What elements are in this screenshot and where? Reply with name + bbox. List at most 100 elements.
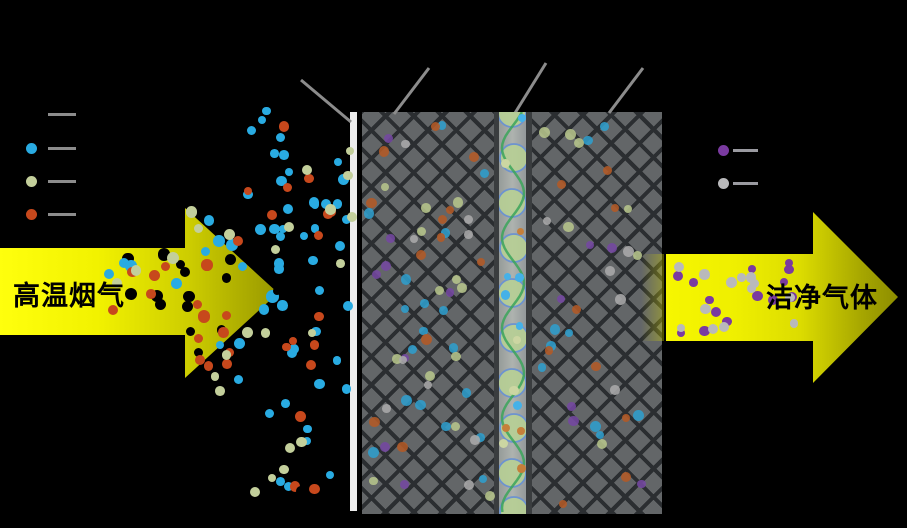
cloud-lower bbox=[289, 343, 300, 354]
cloud-upper bbox=[296, 145, 307, 156]
cloud-upper bbox=[243, 189, 253, 200]
cloud-upper bbox=[282, 204, 294, 215]
purple-particle-legend-dot bbox=[717, 144, 729, 156]
cloud-upper bbox=[273, 258, 285, 269]
cloud-lower bbox=[309, 483, 320, 495]
inlet-arrow-dots-head bbox=[268, 223, 280, 235]
cloud-lower bbox=[309, 340, 320, 350]
filter-wall-left bbox=[362, 112, 494, 514]
cloud-upper bbox=[335, 240, 346, 251]
cloud-upper bbox=[323, 209, 334, 220]
legend-dash bbox=[733, 181, 758, 185]
inlet-arrow-dots-head bbox=[235, 331, 246, 342]
red-particle-legend-dot bbox=[25, 208, 37, 220]
cloud-lower bbox=[276, 477, 286, 486]
inlet-arrow-dots-head bbox=[234, 337, 246, 349]
cloud-upper bbox=[337, 174, 349, 185]
cloud-upper bbox=[302, 165, 313, 176]
cloud-upper bbox=[258, 116, 267, 125]
cloud-upper bbox=[279, 224, 288, 234]
cloud-upper bbox=[304, 173, 314, 184]
legend-dash bbox=[48, 179, 76, 183]
cloud-lower bbox=[314, 378, 325, 390]
cloud-upper bbox=[333, 199, 343, 209]
legend-dash bbox=[48, 112, 76, 116]
catalyst-channel bbox=[499, 112, 526, 514]
outlet-arrow-label: 洁净气体 bbox=[766, 283, 878, 313]
black-particle-legend-dot bbox=[25, 108, 37, 120]
cloud-upper bbox=[325, 206, 336, 218]
channel-border-left bbox=[494, 112, 499, 514]
cloud-lower bbox=[326, 388, 337, 399]
cloud-lower bbox=[302, 436, 311, 446]
cloud-upper bbox=[266, 210, 277, 221]
cloud-lower bbox=[305, 359, 317, 371]
cloud-lower bbox=[282, 342, 291, 352]
spill-dots bbox=[221, 350, 231, 360]
inlet-arrow-dots-head bbox=[266, 237, 279, 251]
cloud-lower bbox=[325, 470, 335, 480]
cloud-upper bbox=[284, 167, 293, 177]
cloud-lower bbox=[295, 410, 307, 422]
cloud-upper bbox=[279, 121, 290, 132]
cloud-lower bbox=[289, 481, 301, 492]
spill-dots bbox=[203, 361, 213, 371]
inlet-arrow-dots-head bbox=[242, 327, 254, 339]
cloud-upper bbox=[311, 200, 320, 209]
cloud-upper bbox=[243, 186, 252, 195]
cloud-upper bbox=[276, 132, 286, 142]
inlet-arrow-dots-head bbox=[203, 215, 215, 226]
cloud-upper bbox=[336, 259, 346, 268]
cloud-upper bbox=[247, 126, 257, 136]
cloud-upper bbox=[282, 182, 293, 192]
inlet-arrow-dots-head bbox=[223, 228, 236, 241]
callout-leader-line-4 bbox=[607, 67, 645, 114]
cloud-upper bbox=[310, 224, 320, 233]
cloud-upper bbox=[279, 150, 289, 160]
cloud-lower bbox=[314, 311, 324, 322]
cloud-upper bbox=[262, 106, 271, 116]
cloud-upper bbox=[238, 118, 247, 127]
cloud-upper bbox=[325, 203, 337, 215]
cloud-lower bbox=[303, 424, 312, 433]
inlet-arrow-dots-head bbox=[267, 325, 278, 336]
cloud-upper bbox=[293, 197, 304, 208]
channel-border-right bbox=[526, 112, 532, 514]
cloud-lower bbox=[249, 486, 260, 497]
cloud-upper bbox=[275, 231, 286, 242]
cloud-lower bbox=[314, 436, 326, 448]
cloud-upper bbox=[314, 231, 324, 241]
cloud-lower bbox=[289, 337, 298, 346]
spill-dots bbox=[210, 372, 220, 381]
cloud-lower bbox=[311, 326, 321, 336]
cloud-upper bbox=[283, 222, 294, 233]
callout-leader-line-1 bbox=[300, 78, 352, 124]
cloud-lower bbox=[281, 399, 290, 408]
callout-leader-line-3 bbox=[513, 62, 548, 114]
cloud-upper bbox=[308, 196, 320, 208]
cloud-lower bbox=[332, 356, 341, 365]
callout-leader-line-2 bbox=[392, 67, 431, 115]
cloud-upper bbox=[241, 171, 251, 181]
inlet-arrow-label: 高温烟气 bbox=[13, 281, 125, 311]
cloud-lower bbox=[260, 328, 271, 338]
inlet-arrow-dots-head bbox=[224, 347, 234, 357]
cloud-upper bbox=[314, 286, 324, 296]
olive-particle-legend-dot bbox=[25, 175, 37, 187]
cloud-lower bbox=[307, 329, 316, 337]
cloud-upper bbox=[233, 235, 244, 246]
cloud-upper bbox=[274, 264, 284, 274]
cloud-lower bbox=[264, 408, 275, 419]
spill-dots bbox=[233, 374, 244, 385]
inlet-arrow-dots-head bbox=[221, 359, 232, 370]
legend-dash bbox=[48, 212, 76, 216]
cloud-lower bbox=[296, 486, 307, 497]
cloud-lower bbox=[283, 482, 293, 492]
cloud-upper bbox=[276, 175, 287, 186]
cloud-upper bbox=[308, 255, 319, 266]
inlet-arrow-dots-head bbox=[255, 223, 267, 235]
cloud-upper bbox=[321, 199, 331, 210]
blue-particle-legend-dot bbox=[25, 142, 37, 154]
cloud-lower bbox=[286, 347, 298, 359]
